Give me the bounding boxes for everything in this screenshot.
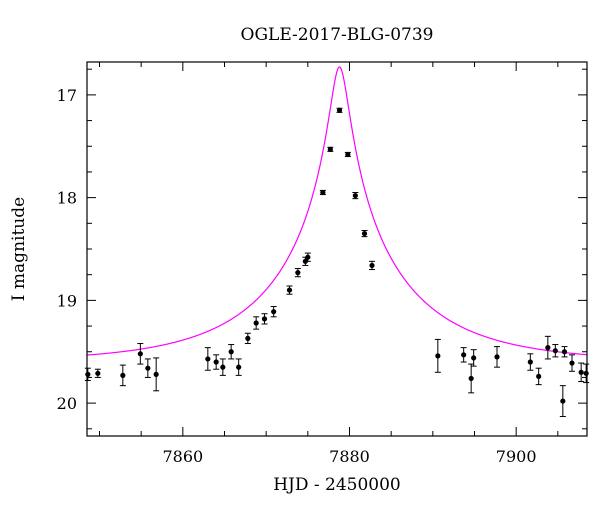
data-point <box>352 191 359 200</box>
data-marker <box>468 375 474 382</box>
data-marker <box>205 356 211 362</box>
data-point <box>578 362 585 383</box>
data-marker <box>461 352 467 358</box>
data-point <box>470 349 477 367</box>
x-axis-label: HJD - 2450000 <box>273 475 401 495</box>
data-point <box>569 354 575 372</box>
data-point <box>583 363 590 384</box>
data-marker <box>345 151 351 158</box>
data-marker <box>560 398 566 404</box>
chart-title: OGLE-2017-BLG-0739 <box>241 25 434 45</box>
data-marker <box>561 349 568 355</box>
data-point <box>204 347 211 371</box>
data-marker <box>545 345 551 351</box>
data-point <box>304 252 311 262</box>
data-point <box>153 357 160 392</box>
data-marker <box>471 355 477 361</box>
data-point <box>119 364 126 387</box>
data-point <box>213 354 220 370</box>
data-marker <box>320 189 326 196</box>
data-marker <box>145 365 151 371</box>
data-point <box>84 367 91 382</box>
data-marker <box>253 320 259 326</box>
tick-labels: 7860 7880 7900 17 18 19 20 <box>57 86 537 466</box>
data-marker <box>95 370 101 376</box>
data-marker <box>228 349 234 355</box>
y-tick-label: 19 <box>57 291 77 310</box>
plot-frame <box>86 61 588 437</box>
data-point <box>552 344 559 358</box>
data-marker <box>236 364 242 370</box>
data-point <box>253 316 260 330</box>
data-point <box>535 367 542 386</box>
data-point <box>527 353 534 371</box>
data-point <box>434 338 441 373</box>
data-point <box>94 368 101 378</box>
data-point <box>460 347 467 363</box>
data-marker <box>361 230 368 237</box>
data-marker <box>352 192 358 199</box>
x-tick-label: 7900 <box>496 447 537 466</box>
data-points <box>84 107 590 417</box>
data-point <box>361 230 368 238</box>
x-tick-label: 7880 <box>329 447 370 466</box>
data-point <box>559 385 566 417</box>
data-point <box>561 346 568 358</box>
y-tick-label: 20 <box>57 394 77 413</box>
data-marker <box>295 270 301 276</box>
data-marker <box>271 309 277 315</box>
data-marker <box>435 353 441 359</box>
data-point <box>235 358 242 376</box>
data-marker <box>569 360 575 366</box>
data-marker <box>286 287 293 293</box>
data-marker <box>336 107 343 113</box>
data-point <box>137 343 144 365</box>
data-marker <box>583 370 589 376</box>
y-tick-label: 18 <box>57 189 77 208</box>
data-point <box>270 306 277 318</box>
data-marker <box>527 359 533 365</box>
data-point <box>219 358 226 376</box>
data-point <box>319 189 326 196</box>
data-marker <box>137 351 143 357</box>
data-marker <box>261 316 268 322</box>
data-marker <box>327 146 333 152</box>
data-marker <box>494 354 500 360</box>
data-marker <box>578 369 584 375</box>
data-point <box>369 260 375 271</box>
data-marker <box>85 371 91 377</box>
data-marker <box>245 335 251 341</box>
data-point <box>544 335 551 360</box>
data-marker <box>120 372 126 378</box>
data-marker <box>305 254 311 260</box>
data-marker <box>369 262 375 269</box>
y-tick-label: 17 <box>57 86 77 105</box>
data-point <box>294 268 301 278</box>
data-point <box>144 358 151 378</box>
data-marker <box>552 348 558 354</box>
y-axis-label: I magnitude <box>9 197 29 301</box>
data-point <box>286 285 293 295</box>
model-curve <box>86 66 588 356</box>
data-point <box>327 146 334 152</box>
data-marker <box>220 364 226 370</box>
x-tick-label: 7860 <box>162 447 203 466</box>
data-marker <box>213 359 219 365</box>
data-point <box>228 344 235 360</box>
data-point <box>336 107 343 113</box>
data-point <box>344 151 351 158</box>
data-point <box>244 332 251 345</box>
data-point <box>468 363 475 394</box>
data-marker <box>536 373 542 380</box>
data-marker <box>153 371 159 377</box>
data-point <box>494 346 500 368</box>
axis-ticks <box>87 62 587 436</box>
data-point <box>261 313 268 325</box>
